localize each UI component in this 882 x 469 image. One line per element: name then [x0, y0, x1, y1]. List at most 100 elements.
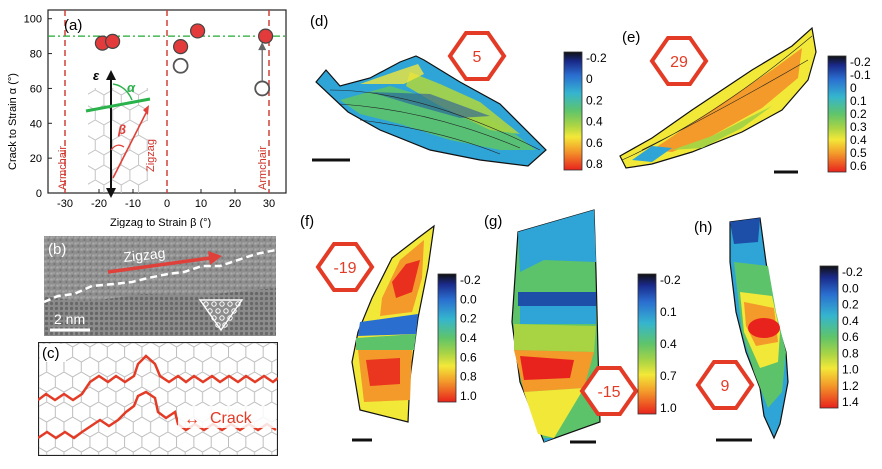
colorbar-tick-label: -0.2: [586, 51, 607, 65]
panel-c-crack-schematic: ↔ Crack (c): [37, 341, 279, 457]
panel-a-label: (a): [64, 17, 82, 34]
colorbar-tick-label: 0.6: [842, 330, 859, 344]
angle-label: 5: [473, 49, 482, 66]
strain-map-d: (d) 5 -0.2 0 0.2 0.4 0.6 0.8: [300, 0, 610, 200]
colorbar-tick-label: -0.2: [660, 273, 681, 287]
colorbar-tick-label: 0.4: [586, 115, 603, 129]
colorbar-tick-label: -0.2: [842, 265, 863, 279]
data-point-filled: [104, 33, 121, 49]
colorbar-tick-label: 1.0: [460, 389, 477, 403]
hexagon-badge: [315, 242, 375, 292]
strain-map-e: (e) 29 -0.2 -0.1 0 0.1 0.2 0.3 0.4 0.5 0.6: [612, 0, 882, 200]
x-tick-label: -20: [91, 198, 107, 210]
zigzag-arrow-text: Zigzag: [123, 245, 166, 265]
panel-e-label: (e): [622, 29, 640, 46]
hexagon-badge: [447, 31, 507, 81]
colorbar: [437, 273, 457, 403]
colorbar-tick-label: 1.0: [842, 363, 859, 377]
scale-bar-text: 2 nm: [54, 311, 85, 327]
inset-lattice: ε α β: [85, 68, 151, 198]
crack-path-upper: [37, 354, 279, 402]
region-label-armchair-right: Armchair: [257, 146, 269, 190]
data-point-open: [254, 80, 271, 97]
colorbar-tick-label: 0.7: [660, 369, 677, 383]
shift-arrowhead: [258, 42, 267, 51]
colorbar-tick-label: 0.0: [460, 292, 477, 306]
region-label-zigzag: Zigzag: [145, 139, 157, 172]
x-tick-label: -30: [57, 198, 73, 210]
contour-map: [511, 209, 601, 443]
crack-line: [85, 97, 151, 113]
contour-map: [351, 224, 435, 423]
colorbar-tick-label: 0.6: [460, 350, 477, 364]
colorbar-tick-label: 0: [850, 81, 857, 95]
angle-label: -19: [333, 260, 356, 277]
colorbar-tick-label: 0.2: [586, 93, 603, 107]
crack-arrow-symbol: ↔: [184, 411, 200, 428]
edge-trace: [43, 248, 277, 304]
data-point-filled: [190, 23, 206, 39]
x-tick-label: 0: [164, 198, 170, 210]
colorbar: [827, 55, 847, 173]
colorbar-tick-label: 1.0: [660, 401, 677, 415]
zigzag-arrow: [112, 110, 148, 179]
x-tick-label: -10: [125, 198, 141, 210]
angle-label: 29: [670, 54, 688, 71]
hexagon-badge: [579, 366, 639, 416]
crack-text: Crack: [210, 410, 253, 427]
y-tick-label: 60: [30, 83, 42, 95]
data-point-filled: [173, 38, 189, 55]
colorbar-tick-label: 0.4: [660, 337, 677, 351]
colorbar-tick-label: -0.2: [850, 55, 871, 69]
data-point-open: [172, 57, 189, 74]
y-axis-label: Crack to Strain α (°): [7, 73, 19, 170]
colorbar: [819, 265, 839, 409]
colorbar-tick-label: 0.4: [460, 331, 477, 345]
contour-map: [315, 55, 547, 167]
colorbar-tick-label: -0.1: [850, 68, 871, 82]
strain-map-h: (h) 9 -0.2 0.0 0.2 0.4 0.6 0.8 1.0 1.2 1.4: [690, 202, 882, 464]
strain-map-g: (g) -15 -0.2 0.1 0.4 0.7 1.0: [484, 202, 684, 464]
colorbar: [563, 51, 583, 171]
hexagon-badge: [649, 36, 709, 86]
panel-d-label: (d): [310, 13, 328, 30]
region-label-armchair-left: Armchair: [57, 146, 69, 190]
panel-g-label: (g): [484, 213, 502, 230]
colorbar-tick-label: 0.8: [586, 157, 603, 171]
colorbar-tick-label: 0.4: [850, 133, 867, 147]
epsilon-symbol: ε: [93, 68, 100, 83]
colorbar-tick-label: 0.6: [850, 159, 867, 173]
colorbar-tick-label: 0.0: [842, 281, 859, 295]
y-tick-label: 20: [30, 153, 42, 165]
strain-map-f: (f) -19 -0.2 0.0 0.2 0.4 0.6 0.8 1.0: [300, 202, 490, 464]
lattice-triangle-inset: [198, 299, 244, 332]
colorbar: [637, 273, 657, 415]
colorbar-tick-label: 0.1: [660, 305, 677, 319]
beta-symbol: β: [117, 122, 126, 137]
hexagon-badge: [695, 360, 755, 410]
panel-b-tem-image: Zigzag 2 nm (b): [43, 236, 277, 336]
x-tick-label: 20: [229, 198, 241, 210]
angle-label: 9: [721, 378, 730, 395]
panel-f-label: (f): [300, 213, 314, 230]
colorbar-tick-label: 0.2: [842, 298, 859, 312]
x-axis-label: Zigzag to Strain β (°): [110, 217, 211, 228]
angle-label: -15: [597, 384, 620, 401]
contour-map: [729, 217, 789, 440]
y-tick-label: 40: [30, 118, 42, 130]
panel-c-label: (c): [42, 345, 60, 362]
colorbar-tick-label: 0.1: [850, 94, 867, 108]
colorbar-tick-label: 0.2: [850, 107, 867, 121]
contour-map: [619, 26, 817, 169]
colorbar-tick-label: 1.2: [842, 379, 859, 393]
y-tick-label: 0: [36, 188, 42, 200]
colorbar-tick-label: -0.2: [460, 273, 481, 287]
zigzag-direction-arrow: [107, 256, 211, 274]
colorbar-tick-label: 0.5: [850, 146, 867, 160]
colorbar-tick-label: 0.8: [842, 346, 859, 360]
x-tick-label: 10: [195, 198, 207, 210]
colorbar-tick-label: 0.8: [460, 370, 477, 384]
x-tick-label: 30: [263, 198, 275, 210]
alpha-symbol: α: [127, 80, 136, 95]
panel-b-label: (b): [48, 241, 66, 258]
